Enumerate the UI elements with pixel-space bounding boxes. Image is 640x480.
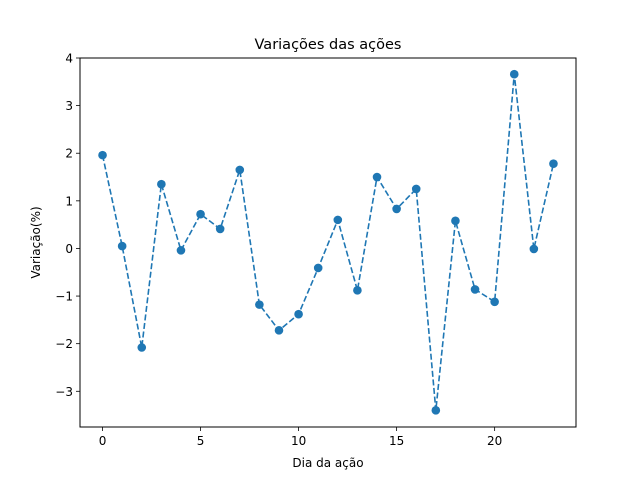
y-tick-label: 3 <box>65 99 73 113</box>
y-tick-label: 4 <box>65 52 73 66</box>
data-point <box>333 215 343 225</box>
x-tick-label: 0 <box>99 434 107 448</box>
data-point <box>157 179 166 189</box>
data-point <box>529 244 539 254</box>
axes-frame <box>79 57 577 428</box>
data-point <box>196 209 205 219</box>
data-point <box>509 69 519 79</box>
data-point <box>215 224 225 234</box>
data-point <box>117 241 127 251</box>
x-tick-label: 10 <box>291 434 306 448</box>
data-point <box>235 165 245 175</box>
x-axis-label: Dia da ação <box>292 456 363 470</box>
y-axis-label: Variação(%) <box>29 206 43 278</box>
data-point <box>137 343 147 352</box>
data-point <box>294 309 303 319</box>
data-point <box>490 297 499 307</box>
x-tick-label: 5 <box>197 434 205 448</box>
data-point <box>431 406 441 415</box>
data-point <box>313 263 323 273</box>
series-layer <box>98 69 558 415</box>
data-point <box>353 286 362 295</box>
chart-title: Variações das ações <box>255 37 402 53</box>
x-tick-label: 20 <box>487 434 502 448</box>
plot-area: 0 5 10 15 20 −3 −2 −1 0 1 2 3 4 <box>55 52 577 448</box>
data-point <box>176 246 186 255</box>
y-tick-label: −3 <box>55 385 73 399</box>
y-tick-label: 0 <box>65 242 73 256</box>
data-point <box>549 159 558 169</box>
data-point <box>274 326 284 335</box>
y-tick-label: −1 <box>55 290 73 304</box>
data-point <box>98 150 107 160</box>
y-tick-label: 1 <box>65 194 73 208</box>
data-point <box>411 184 421 194</box>
data-point <box>372 172 382 182</box>
y-axis-ticks: −3 −2 −1 0 1 2 3 4 <box>55 52 80 399</box>
data-point <box>470 285 480 294</box>
x-tick-label: 15 <box>389 434 404 448</box>
data-point <box>451 216 460 226</box>
data-point <box>392 204 401 214</box>
y-tick-label: −2 <box>55 337 73 351</box>
data-point <box>255 300 264 309</box>
x-axis-ticks: 0 5 10 15 20 <box>99 427 502 448</box>
y-tick-label: 2 <box>65 147 73 161</box>
